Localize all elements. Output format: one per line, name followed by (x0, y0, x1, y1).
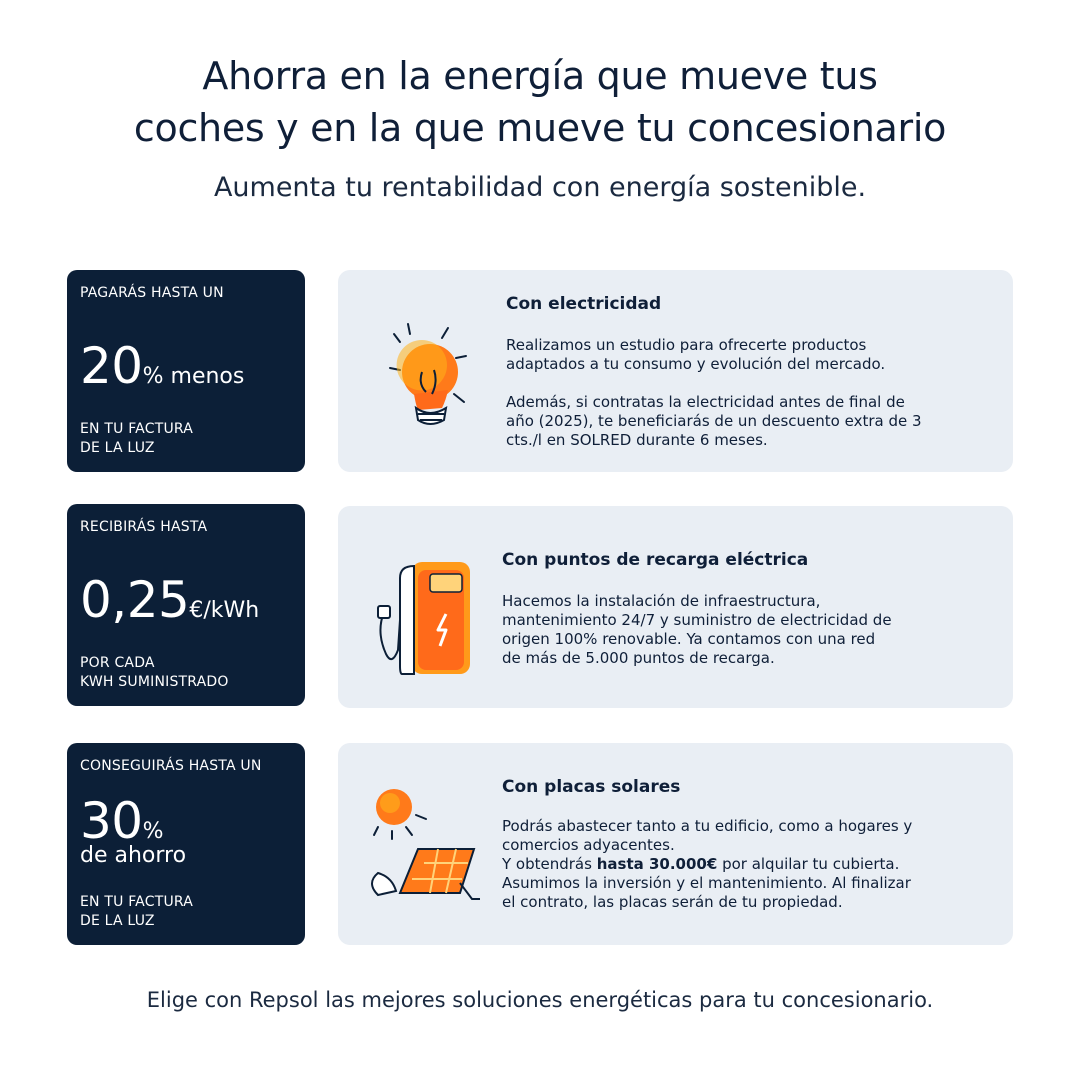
info-card-electricity: Con electricidad Realizamos un estudio p… (338, 270, 1013, 472)
stat-value: 0,25€/kWh (80, 572, 259, 628)
page-title: Ahorra en la energía que mueve tus coche… (40, 50, 1040, 154)
stat-card-electricity: PAGARÁS HASTA UN 20% menos EN TU FACTURA… (67, 270, 305, 472)
stat-top-label: CONSEGUIRÁS HASTA UN (80, 758, 262, 774)
info-card-charging: Con puntos de recarga eléctrica Hacemos … (338, 506, 1013, 708)
card-body: Podrás abastecer tanto a tu edificio, co… (502, 817, 992, 912)
card-body: Realizamos un estudio para ofrecerte pro… (506, 336, 986, 450)
highlight-amount: hasta 30.000€ (596, 855, 718, 873)
info-card-solar: Con placas solares Podrás abastecer tant… (338, 743, 1013, 945)
body-line: el contrato, las placas serán de tu prop… (502, 893, 843, 911)
body-line: Realizamos un estudio para ofrecerte pro… (506, 336, 867, 354)
stat-top-label: RECIBIRÁS HASTA (80, 519, 208, 535)
stat-value: 30% de ahorro (80, 793, 186, 868)
stat-unit: €/kWh (189, 598, 260, 623)
lightbulb-icon (389, 323, 467, 425)
card-title: Con placas solares (502, 777, 681, 797)
body-line: cts./l en SOLRED durante 6 meses. (506, 431, 768, 449)
stat-bottom-line-1: POR CADA (80, 655, 155, 671)
stat-unit: % (142, 819, 164, 844)
stat-bottom-line-2: KWH SUMINISTRADO (80, 674, 229, 690)
card-title: Con puntos de recarga eléctrica (502, 550, 809, 570)
stat-top-label: PAGARÁS HASTA UN (80, 285, 224, 301)
stat-value: 20% menos (80, 338, 244, 394)
title-line-1: Ahorra en la energía que mueve tus (202, 54, 878, 98)
stat-card-charging: RECIBIRÁS HASTA 0,25€/kWh POR CADA KWH S… (67, 504, 305, 706)
body-text: por alquilar tu cubierta. (717, 855, 900, 873)
stat-bottom-label: POR CADA KWH SUMINISTRADO (80, 654, 295, 692)
body-line: Asumimos la inversión y el mantenimiento… (502, 874, 911, 892)
stat-bottom-label: EN TU FACTURA DE LA LUZ (80, 420, 295, 458)
body-line: de más de 5.000 puntos de recarga. (502, 649, 775, 667)
stat-unit: % menos (142, 364, 245, 389)
body-line: adaptados a tu consumo y evolución del m… (506, 355, 886, 373)
solar-panel-icon (371, 789, 480, 900)
body-text: Y obtendrás (502, 855, 597, 873)
stat-number: 20 (80, 337, 143, 395)
stat-bottom-line-2: DE LA LUZ (80, 913, 155, 929)
stat-number: 0,25 (80, 571, 190, 629)
body-line: Y obtendrás hasta 30.000€ por alquilar t… (502, 855, 992, 874)
stat-bottom-label: EN TU FACTURA DE LA LUZ (80, 893, 295, 931)
body-line: Hacemos la instalación de infraestructur… (502, 592, 821, 610)
stat-number: 30 (80, 792, 143, 850)
body-line: mantenimiento 24/7 y suministro de elect… (502, 611, 892, 629)
page-subtitle: Aumenta tu rentabilidad con energía sost… (213, 172, 867, 203)
stat-bottom-line-2: DE LA LUZ (80, 440, 155, 456)
card-body: Hacemos la instalación de infraestructur… (502, 592, 982, 668)
card-title: Con electricidad (506, 294, 662, 314)
stat-card-solar: CONSEGUIRÁS HASTA UN 30% de ahorro EN TU… (67, 743, 305, 945)
body-line: origen 100% renovable. Ya contamos con u… (502, 630, 876, 648)
body-line: Además, si contratas la electricidad ant… (506, 393, 905, 411)
stat-bottom-line-1: EN TU FACTURA (80, 421, 194, 437)
title-line-2: coches y en la que mueve tu concesionari… (133, 106, 947, 150)
stat-unit-line-2: de ahorro (80, 843, 187, 868)
charging-station-icon (377, 562, 470, 675)
body-line: comercios adyacentes. (502, 836, 675, 854)
stat-bottom-line-1: EN TU FACTURA (80, 894, 194, 910)
footer-tagline: Elige con Repsol las mejores soluciones … (146, 988, 934, 1012)
body-line: año (2025), te beneficiarás de un descue… (506, 412, 922, 430)
body-line: Podrás abastecer tanto a tu edificio, co… (502, 817, 913, 835)
